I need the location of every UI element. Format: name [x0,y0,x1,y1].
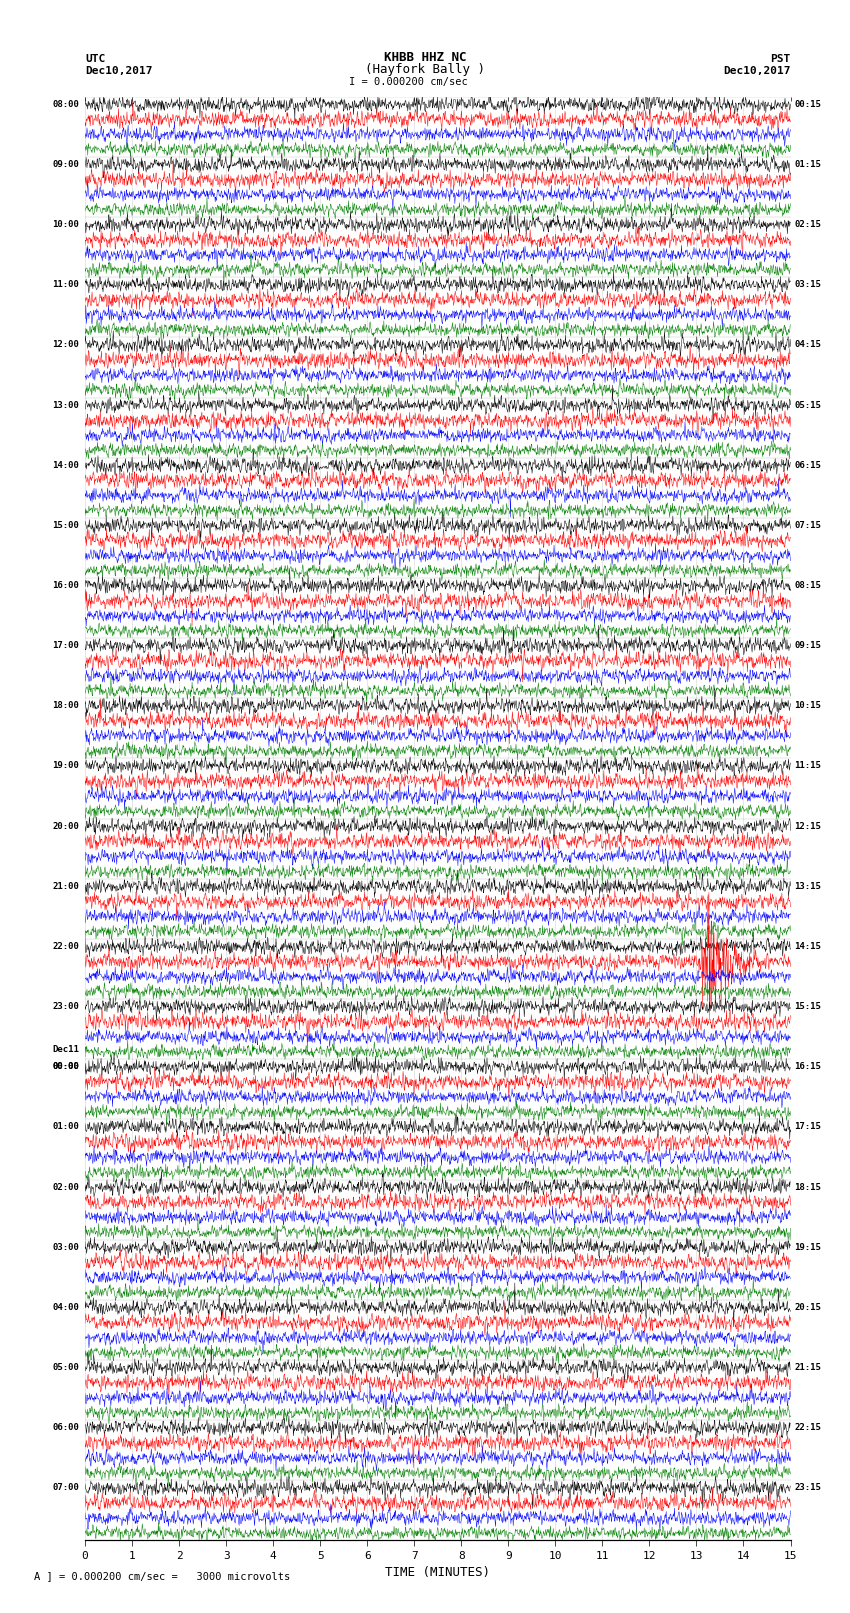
Text: 17:15: 17:15 [794,1123,821,1131]
Text: 11:15: 11:15 [794,761,821,771]
Text: 18:15: 18:15 [794,1182,821,1192]
Text: KHBB HHZ NC: KHBB HHZ NC [383,50,467,65]
Text: 12:00: 12:00 [53,340,79,350]
Text: 14:15: 14:15 [794,942,821,952]
Text: 18:00: 18:00 [53,702,79,710]
Text: 04:15: 04:15 [794,340,821,350]
Text: 16:00: 16:00 [53,581,79,590]
Text: 17:00: 17:00 [53,640,79,650]
Text: 19:15: 19:15 [794,1242,821,1252]
Text: Dec11: Dec11 [53,1045,79,1053]
Text: 05:15: 05:15 [794,400,821,410]
Text: 13:15: 13:15 [794,882,821,890]
Text: 07:00: 07:00 [53,1484,79,1492]
Text: 20:00: 20:00 [53,821,79,831]
Text: I = 0.000200 cm/sec: I = 0.000200 cm/sec [348,77,468,87]
Text: 02:00: 02:00 [53,1182,79,1192]
Text: 16:15: 16:15 [794,1063,821,1071]
Text: 01:15: 01:15 [794,160,821,169]
Text: 00:15: 00:15 [794,100,821,108]
Text: PST: PST [770,53,790,65]
Text: 04:00: 04:00 [53,1303,79,1311]
Text: 22:00: 22:00 [53,942,79,952]
Text: 19:00: 19:00 [53,761,79,771]
Text: UTC: UTC [85,53,105,65]
Text: 13:00: 13:00 [53,400,79,410]
Text: 06:15: 06:15 [794,461,821,469]
Text: 06:00: 06:00 [53,1423,79,1432]
Text: 03:00: 03:00 [53,1242,79,1252]
Text: 23:15: 23:15 [794,1484,821,1492]
Text: Dec10,2017: Dec10,2017 [723,66,791,76]
Text: 05:00: 05:00 [53,1363,79,1373]
Text: 21:00: 21:00 [53,882,79,890]
Text: 00:00: 00:00 [53,1063,79,1071]
Text: 21:15: 21:15 [794,1363,821,1373]
Text: 11:00: 11:00 [53,281,79,289]
Text: 07:15: 07:15 [794,521,821,529]
Text: 23:00: 23:00 [53,1002,79,1011]
Text: 03:15: 03:15 [794,281,821,289]
Text: 12:15: 12:15 [794,821,821,831]
Text: 02:15: 02:15 [794,219,821,229]
Text: 08:00: 08:00 [53,100,79,108]
Text: 15:00: 15:00 [53,521,79,529]
Text: 01:00: 01:00 [53,1123,79,1131]
Text: 08:15: 08:15 [794,581,821,590]
Text: 09:15: 09:15 [794,640,821,650]
Text: 22:15: 22:15 [794,1423,821,1432]
Text: 09:00: 09:00 [53,160,79,169]
Text: 00:00: 00:00 [53,1063,79,1071]
Text: 10:15: 10:15 [794,702,821,710]
Text: 14:00: 14:00 [53,461,79,469]
Text: 10:00: 10:00 [53,219,79,229]
X-axis label: TIME (MINUTES): TIME (MINUTES) [385,1566,490,1579]
Text: 15:15: 15:15 [794,1002,821,1011]
Text: 20:15: 20:15 [794,1303,821,1311]
Text: A ] = 0.000200 cm/sec =   3000 microvolts: A ] = 0.000200 cm/sec = 3000 microvolts [34,1571,290,1581]
Text: Dec10,2017: Dec10,2017 [85,66,152,76]
Text: (Hayfork Bally ): (Hayfork Bally ) [365,63,485,76]
